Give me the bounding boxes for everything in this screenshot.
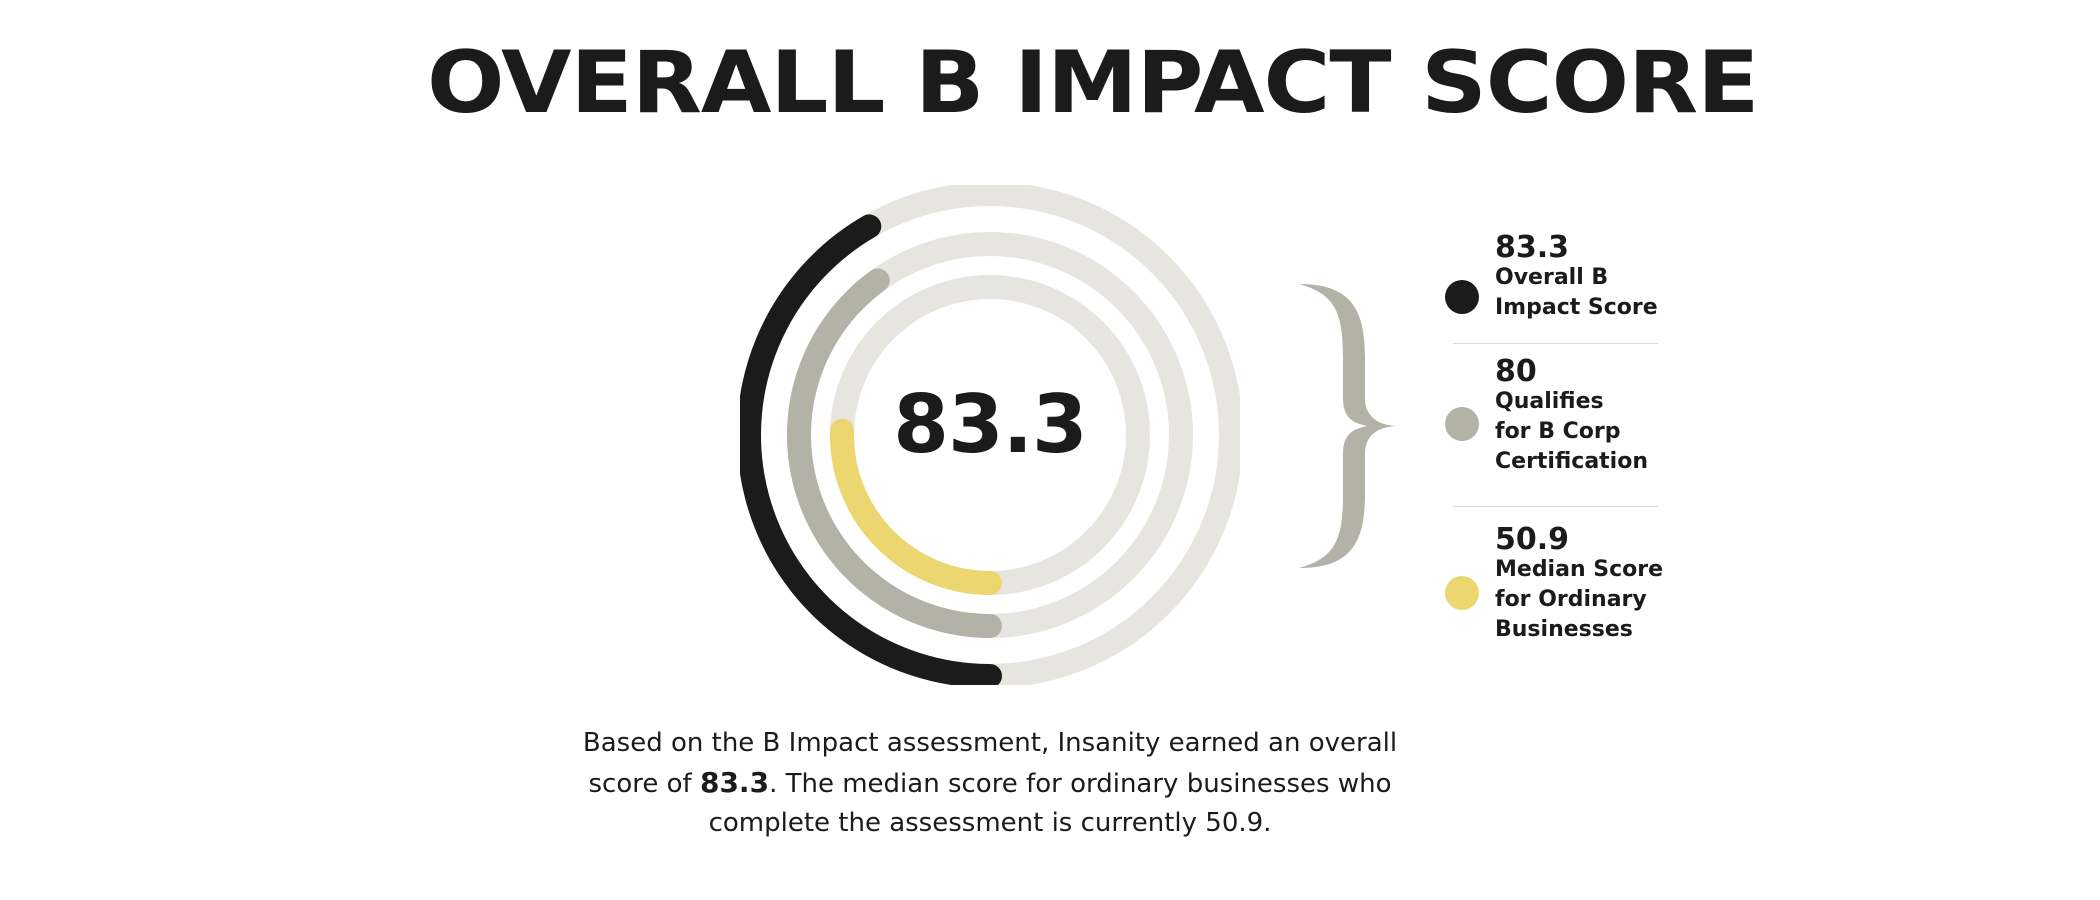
- caption-text-before: Based on the B Impact assessment, Insani…: [582, 728, 1398, 799]
- score-arc-1: [787, 268, 1002, 638]
- caption-score: 83.3: [699, 766, 770, 799]
- summary-caption: Based on the B Impact assessment, Insani…: [560, 724, 1420, 843]
- legend-value: 83.3: [1495, 230, 1570, 265]
- center-score-value: 83.3: [893, 378, 1087, 471]
- legend-label: Qualifies for B Corp Certification: [1495, 389, 1649, 474]
- legend-divider: [1453, 506, 1658, 507]
- legend-dot-qualifies: [1445, 407, 1479, 441]
- legend-item-qualifies: 80 Qualifies for B Corp Certification: [1445, 357, 1665, 487]
- legend-label: Median Score for Ordinary Businesses: [1495, 557, 1664, 642]
- legend-dot-overall: [1445, 280, 1479, 314]
- radial-rings: [740, 185, 1240, 685]
- legend-value: 50.9: [1495, 522, 1570, 557]
- caption-text-after: . The median score for ordinary business…: [708, 769, 1392, 838]
- curly-brace: [1299, 284, 1399, 568]
- legend-value: 80: [1495, 354, 1537, 389]
- legend-dot-median: [1445, 576, 1479, 610]
- score-arc-2: [830, 418, 1002, 595]
- score-arc-0: [740, 214, 1002, 685]
- legend-divider: [1453, 343, 1658, 344]
- chart-title: OVERALL B IMPACT SCORE: [427, 33, 1759, 133]
- legend-item-median: 50.9 Median Score for Ordinary Businesse…: [1445, 525, 1665, 655]
- legend-item-overall: 83.3 Overall B Impact Score: [1445, 233, 1665, 333]
- legend-label: Overall B Impact Score: [1495, 265, 1658, 320]
